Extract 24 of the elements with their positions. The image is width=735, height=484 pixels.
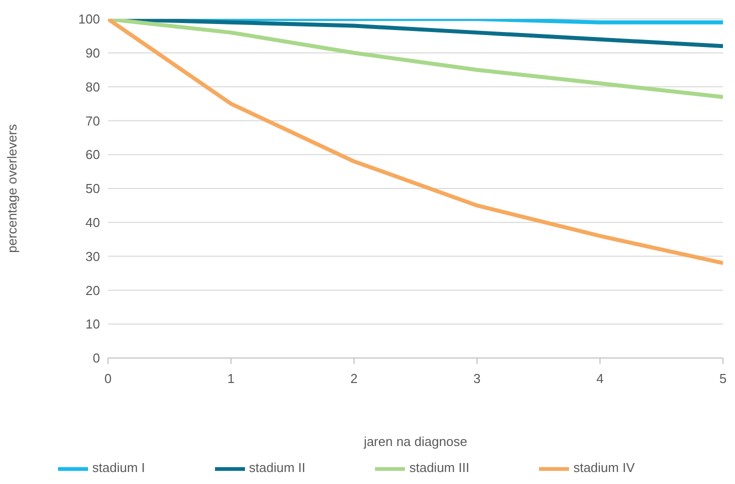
legend-label: stadium II xyxy=(249,460,306,476)
x-tick-label: 2 xyxy=(350,371,358,386)
y-tick-label: 80 xyxy=(86,79,100,94)
x-tick-label: 0 xyxy=(104,371,112,386)
x-tick-label: 5 xyxy=(719,371,727,386)
x-axis-title: jaren na diagnose xyxy=(362,434,468,449)
y-tick-label: 40 xyxy=(86,215,100,230)
y-tick-label: 10 xyxy=(86,316,100,332)
y-axis-title: percentage overlevers xyxy=(4,124,20,253)
legend-label: stadium III xyxy=(409,460,470,476)
y-tick-label: 50 xyxy=(86,181,100,196)
x-tick-label: 3 xyxy=(473,371,481,386)
y-tick-label: 0 xyxy=(92,350,100,366)
y-tick-label: 70 xyxy=(86,113,100,128)
legend-label: stadium I xyxy=(92,460,145,476)
y-tick-label: 20 xyxy=(86,282,100,298)
y-tick-label: 90 xyxy=(86,46,100,61)
x-tick-label: 4 xyxy=(596,371,604,386)
y-tick-label: 30 xyxy=(86,248,100,264)
y-tick-label: 60 xyxy=(86,147,100,162)
x-tick-label: 1 xyxy=(227,371,235,386)
y-tick-label: 100 xyxy=(78,12,100,27)
line-series xyxy=(108,19,723,266)
legend-label: stadium IV xyxy=(573,460,635,476)
